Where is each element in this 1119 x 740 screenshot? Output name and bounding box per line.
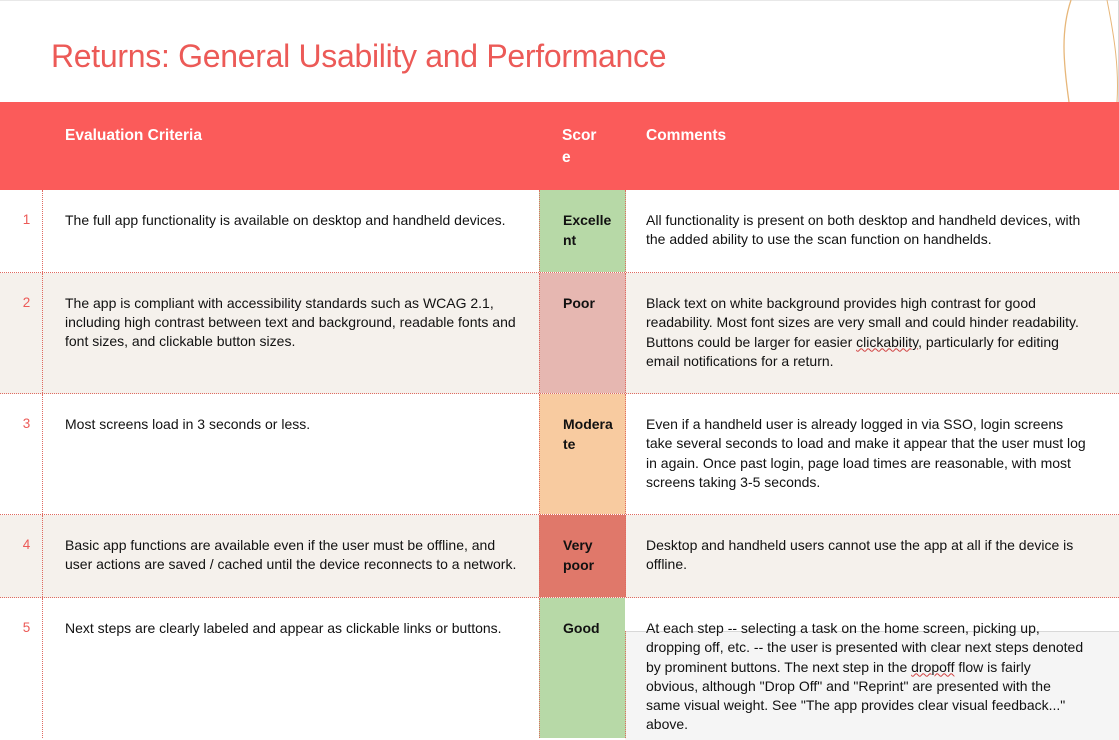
- spellcheck-word: dropoff: [911, 658, 955, 675]
- header-comments: Comments: [646, 127, 727, 144]
- table-row: 3 Most screens load in 3 seconds or less…: [0, 394, 1119, 515]
- row-criteria: Most screens load in 3 seconds or less.: [65, 416, 311, 432]
- score-label: Very poor: [563, 537, 595, 573]
- overlay-strip: [625, 631, 1119, 740]
- row-comment: Desktop and handheld users cannot use th…: [646, 537, 1074, 573]
- row-comment: All functionality is present on both des…: [646, 212, 1081, 248]
- row-comment: Black text on white background provides …: [646, 295, 1079, 369]
- header-criteria: Evaluation Criteria: [65, 127, 202, 144]
- score-label: Good: [563, 620, 600, 636]
- table-row: 1 The full app functionality is availabl…: [0, 190, 1119, 273]
- row-number: 5: [0, 598, 43, 738]
- score-cell: Excellent: [539, 190, 626, 272]
- row-criteria: Next steps are clearly labeled and appea…: [65, 620, 502, 636]
- table-header: Evaluation Criteria Score Comments: [0, 102, 1119, 190]
- table-row: 2 The app is compliant with accessibilit…: [0, 273, 1119, 394]
- row-criteria: Basic app functions are available even i…: [65, 537, 517, 572]
- row-comment: Even if a handheld user is already logge…: [646, 416, 1086, 490]
- score-label: Moderate: [563, 416, 613, 452]
- row-number: 1: [0, 190, 43, 272]
- spellcheck-word: clickability: [856, 333, 919, 350]
- row-number: 3: [0, 394, 43, 514]
- row-criteria: The full app functionality is available …: [65, 212, 506, 228]
- decorative-line: [1063, 0, 1119, 102]
- score-cell: Very poor: [539, 515, 626, 597]
- score-label: Poor: [563, 295, 595, 311]
- table-row: 5 Next steps are clearly labeled and app…: [0, 598, 1119, 738]
- score-cell: Poor: [539, 273, 626, 393]
- slide-title: Returns: General Usability and Performan…: [51, 38, 667, 74]
- score-label: Excellent: [563, 212, 612, 248]
- score-cell: Good: [539, 598, 626, 738]
- table-row: 4 Basic app functions are available even…: [0, 515, 1119, 598]
- header-score: Score: [562, 127, 597, 166]
- row-number: 2: [0, 273, 43, 393]
- score-cell: Moderate: [539, 394, 626, 514]
- row-number: 4: [0, 515, 43, 597]
- row-comment: At each step -- selecting a task on the …: [646, 620, 1084, 733]
- row-criteria: The app is compliant with accessibility …: [65, 295, 516, 349]
